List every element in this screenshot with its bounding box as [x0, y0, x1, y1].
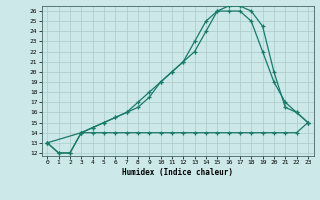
- X-axis label: Humidex (Indice chaleur): Humidex (Indice chaleur): [122, 168, 233, 177]
